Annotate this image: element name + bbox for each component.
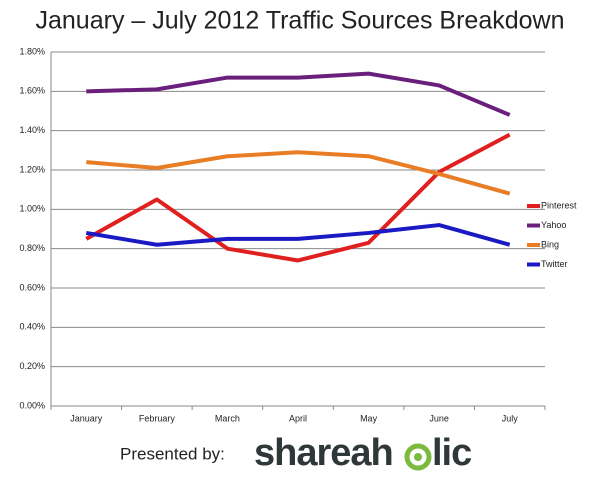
x-tick-label: June xyxy=(429,413,449,423)
logo: shareah lic xyxy=(254,432,473,474)
y-tick-label: 1.20% xyxy=(19,164,45,174)
y-tick-label: 1.80% xyxy=(19,46,45,56)
x-tick-label: February xyxy=(139,413,176,423)
x-tick-label: April xyxy=(289,413,307,423)
x-tick-label: January xyxy=(70,413,103,423)
logo-icon xyxy=(404,443,432,471)
logo-text: lic xyxy=(432,432,472,474)
line-series xyxy=(86,150,511,196)
y-tick-label: 1.00% xyxy=(19,204,45,214)
y-tick-label: 0.80% xyxy=(19,243,45,253)
x-tick-label: May xyxy=(360,413,378,423)
logo-text: shareah xyxy=(254,432,393,474)
y-tick-label: 1.60% xyxy=(19,86,45,96)
legend-label: Yahoo xyxy=(541,220,566,230)
line-series xyxy=(86,71,511,117)
x-tick-label: July xyxy=(502,413,519,423)
y-tick-label: 0.00% xyxy=(19,400,45,410)
line-series xyxy=(85,223,511,247)
legend-label: Pinterest xyxy=(541,200,577,210)
y-tick-label: 0.40% xyxy=(19,322,45,332)
legend-label: Twitter xyxy=(541,259,568,269)
legend-label: Bing xyxy=(541,239,559,249)
x-tick-label: March xyxy=(215,413,240,423)
y-tick-label: 0.20% xyxy=(19,361,45,371)
y-tick-label: 0.60% xyxy=(19,282,45,292)
y-tick-label: 1.40% xyxy=(19,125,45,135)
presented-by: Presented by: xyxy=(120,444,225,463)
chart-title: January – July 2012 Traffic Sources Brea… xyxy=(36,7,565,35)
logo-icon-dot xyxy=(414,453,422,461)
